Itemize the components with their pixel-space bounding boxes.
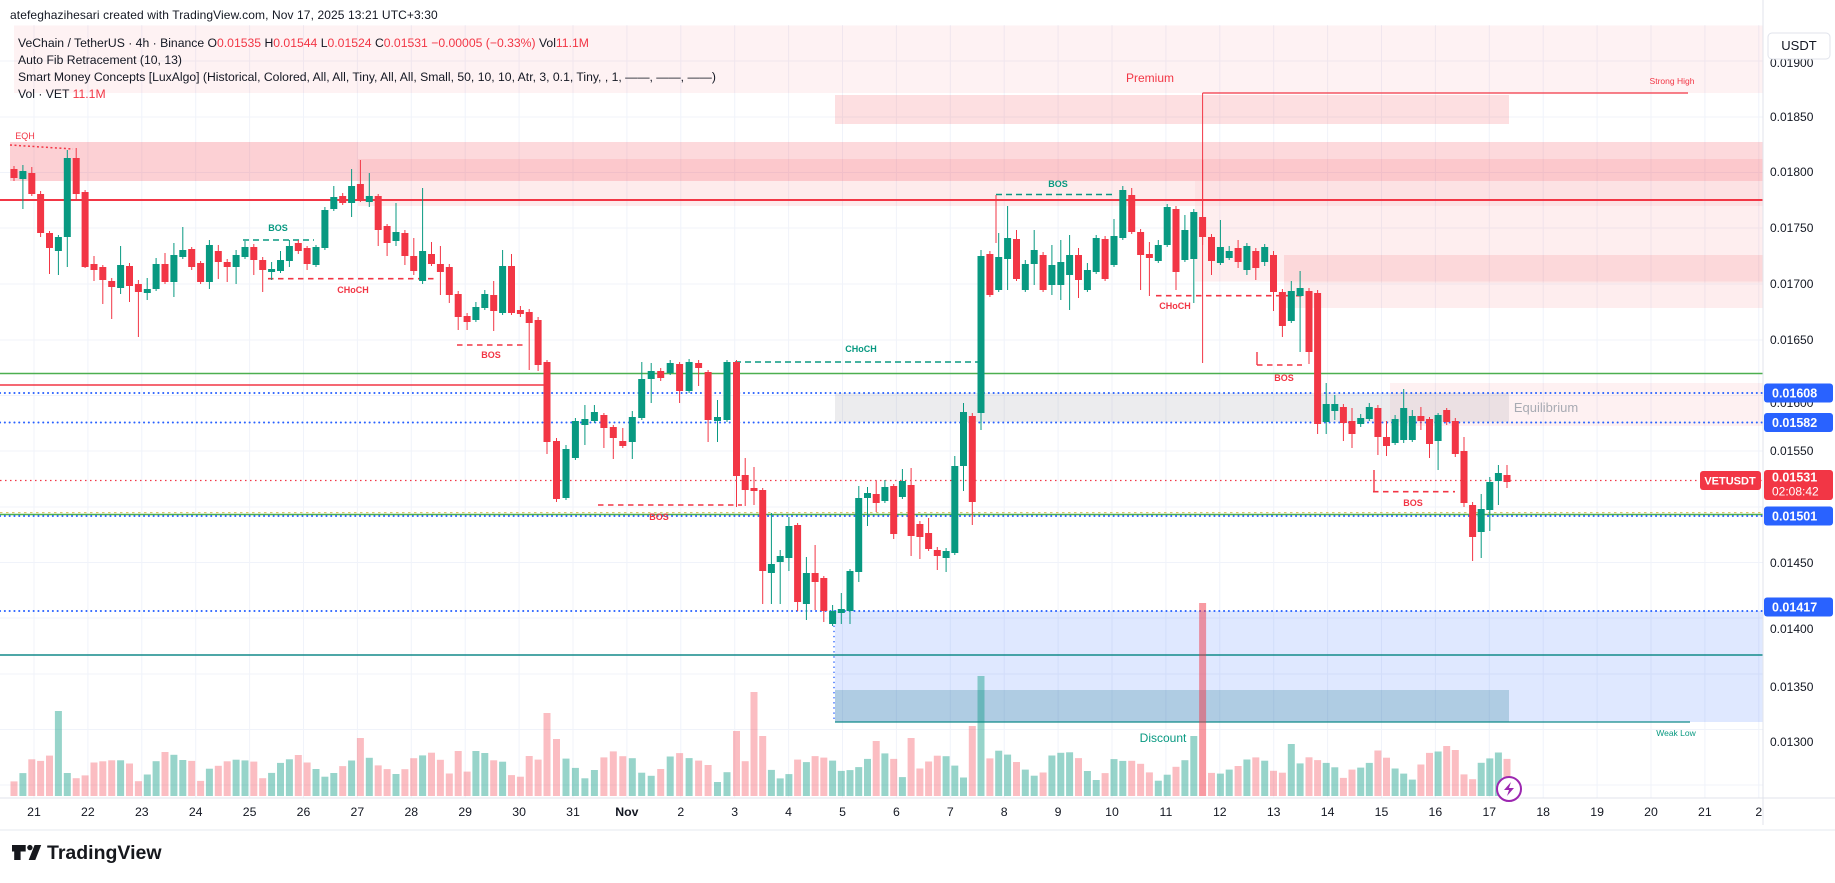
svg-text:BOS: BOS xyxy=(649,512,669,522)
svg-text:Premium: Premium xyxy=(1126,71,1174,85)
svg-text:0.01582: 0.01582 xyxy=(1772,416,1817,430)
svg-text:27: 27 xyxy=(351,805,365,819)
svg-text:0.01850: 0.01850 xyxy=(1770,110,1814,124)
svg-text:14: 14 xyxy=(1321,805,1335,819)
svg-text:8: 8 xyxy=(1001,805,1008,819)
svg-text:Discount: Discount xyxy=(1140,731,1187,745)
svg-text:20: 20 xyxy=(1644,805,1658,819)
svg-text:VeChain / TetherUS · 4h · Bina: VeChain / TetherUS · 4h · Binance O0.015… xyxy=(18,36,589,50)
svg-text:12: 12 xyxy=(1213,805,1227,819)
svg-text:15: 15 xyxy=(1375,805,1389,819)
svg-text:29: 29 xyxy=(458,805,472,819)
svg-text:0.01417: 0.01417 xyxy=(1772,601,1817,615)
svg-text:13: 13 xyxy=(1267,805,1281,819)
svg-text:Strong High: Strong High xyxy=(1650,76,1695,86)
svg-text:16: 16 xyxy=(1429,805,1443,819)
svg-text:Vol · VET 11.1M: Vol · VET 11.1M xyxy=(18,87,106,101)
svg-text:CHoCH: CHoCH xyxy=(1159,301,1191,311)
svg-text:0.01650: 0.01650 xyxy=(1770,333,1814,347)
svg-text:6: 6 xyxy=(893,805,900,819)
svg-text:0.01750: 0.01750 xyxy=(1770,221,1814,235)
svg-text:31: 31 xyxy=(566,805,580,819)
svg-text:atefeghazihesari created with: atefeghazihesari created with TradingVie… xyxy=(10,8,438,22)
svg-text:02:08:42: 02:08:42 xyxy=(1772,485,1819,499)
svg-text:BOS: BOS xyxy=(1274,373,1294,383)
svg-text:23: 23 xyxy=(135,805,149,819)
svg-text:TradingView: TradingView xyxy=(47,842,162,864)
svg-text:Nov: Nov xyxy=(615,805,638,819)
svg-text:21: 21 xyxy=(27,805,41,819)
svg-text:25: 25 xyxy=(243,805,257,819)
svg-text:26: 26 xyxy=(297,805,311,819)
svg-text:24: 24 xyxy=(189,805,203,819)
svg-text:Weak Low: Weak Low xyxy=(1656,728,1696,738)
svg-text:0.01608: 0.01608 xyxy=(1772,387,1817,401)
svg-text:9: 9 xyxy=(1055,805,1062,819)
svg-text:7: 7 xyxy=(947,805,954,819)
svg-text:0.01550: 0.01550 xyxy=(1770,444,1814,458)
svg-text:19: 19 xyxy=(1590,805,1604,819)
svg-text:0.01700: 0.01700 xyxy=(1770,277,1814,291)
svg-text:CHoCH: CHoCH xyxy=(337,285,369,295)
svg-text:Auto Fib Retracement (10, 13): Auto Fib Retracement (10, 13) xyxy=(18,53,182,67)
svg-text:0.01400: 0.01400 xyxy=(1770,622,1814,636)
svg-text:17: 17 xyxy=(1482,805,1496,819)
svg-text:BOS: BOS xyxy=(481,350,501,360)
svg-text:0.01800: 0.01800 xyxy=(1770,165,1814,179)
svg-text:CHoCH: CHoCH xyxy=(845,344,877,354)
svg-text:BOS: BOS xyxy=(1048,179,1068,189)
svg-text:USDT: USDT xyxy=(1781,38,1816,53)
svg-text:3: 3 xyxy=(731,805,738,819)
svg-text:BOS: BOS xyxy=(1403,498,1423,508)
svg-text:21: 21 xyxy=(1698,805,1712,819)
svg-text:0.01450: 0.01450 xyxy=(1770,556,1814,570)
svg-text:0.01300: 0.01300 xyxy=(1770,735,1814,749)
svg-text:30: 30 xyxy=(512,805,526,819)
svg-text:VETUSDT: VETUSDT xyxy=(1704,476,1756,488)
svg-text:0.01531: 0.01531 xyxy=(1772,471,1817,485)
svg-text:5: 5 xyxy=(839,805,846,819)
svg-text:22: 22 xyxy=(81,805,95,819)
svg-text:Smart Money Concepts [LuxAlgo]: Smart Money Concepts [LuxAlgo] (Historic… xyxy=(18,70,716,84)
svg-text:4: 4 xyxy=(785,805,792,819)
svg-text:0.01501: 0.01501 xyxy=(1772,510,1817,524)
svg-text:0.01350: 0.01350 xyxy=(1770,680,1814,694)
svg-text:10: 10 xyxy=(1105,805,1119,819)
svg-text:18: 18 xyxy=(1536,805,1550,819)
svg-text:11: 11 xyxy=(1160,805,1173,819)
svg-text:28: 28 xyxy=(404,805,418,819)
svg-text:EQH: EQH xyxy=(15,131,35,141)
svg-text:2: 2 xyxy=(677,805,684,819)
svg-text:2: 2 xyxy=(1755,805,1762,819)
svg-text:BOS: BOS xyxy=(268,223,288,233)
svg-text:Equilibrium: Equilibrium xyxy=(1514,400,1578,415)
